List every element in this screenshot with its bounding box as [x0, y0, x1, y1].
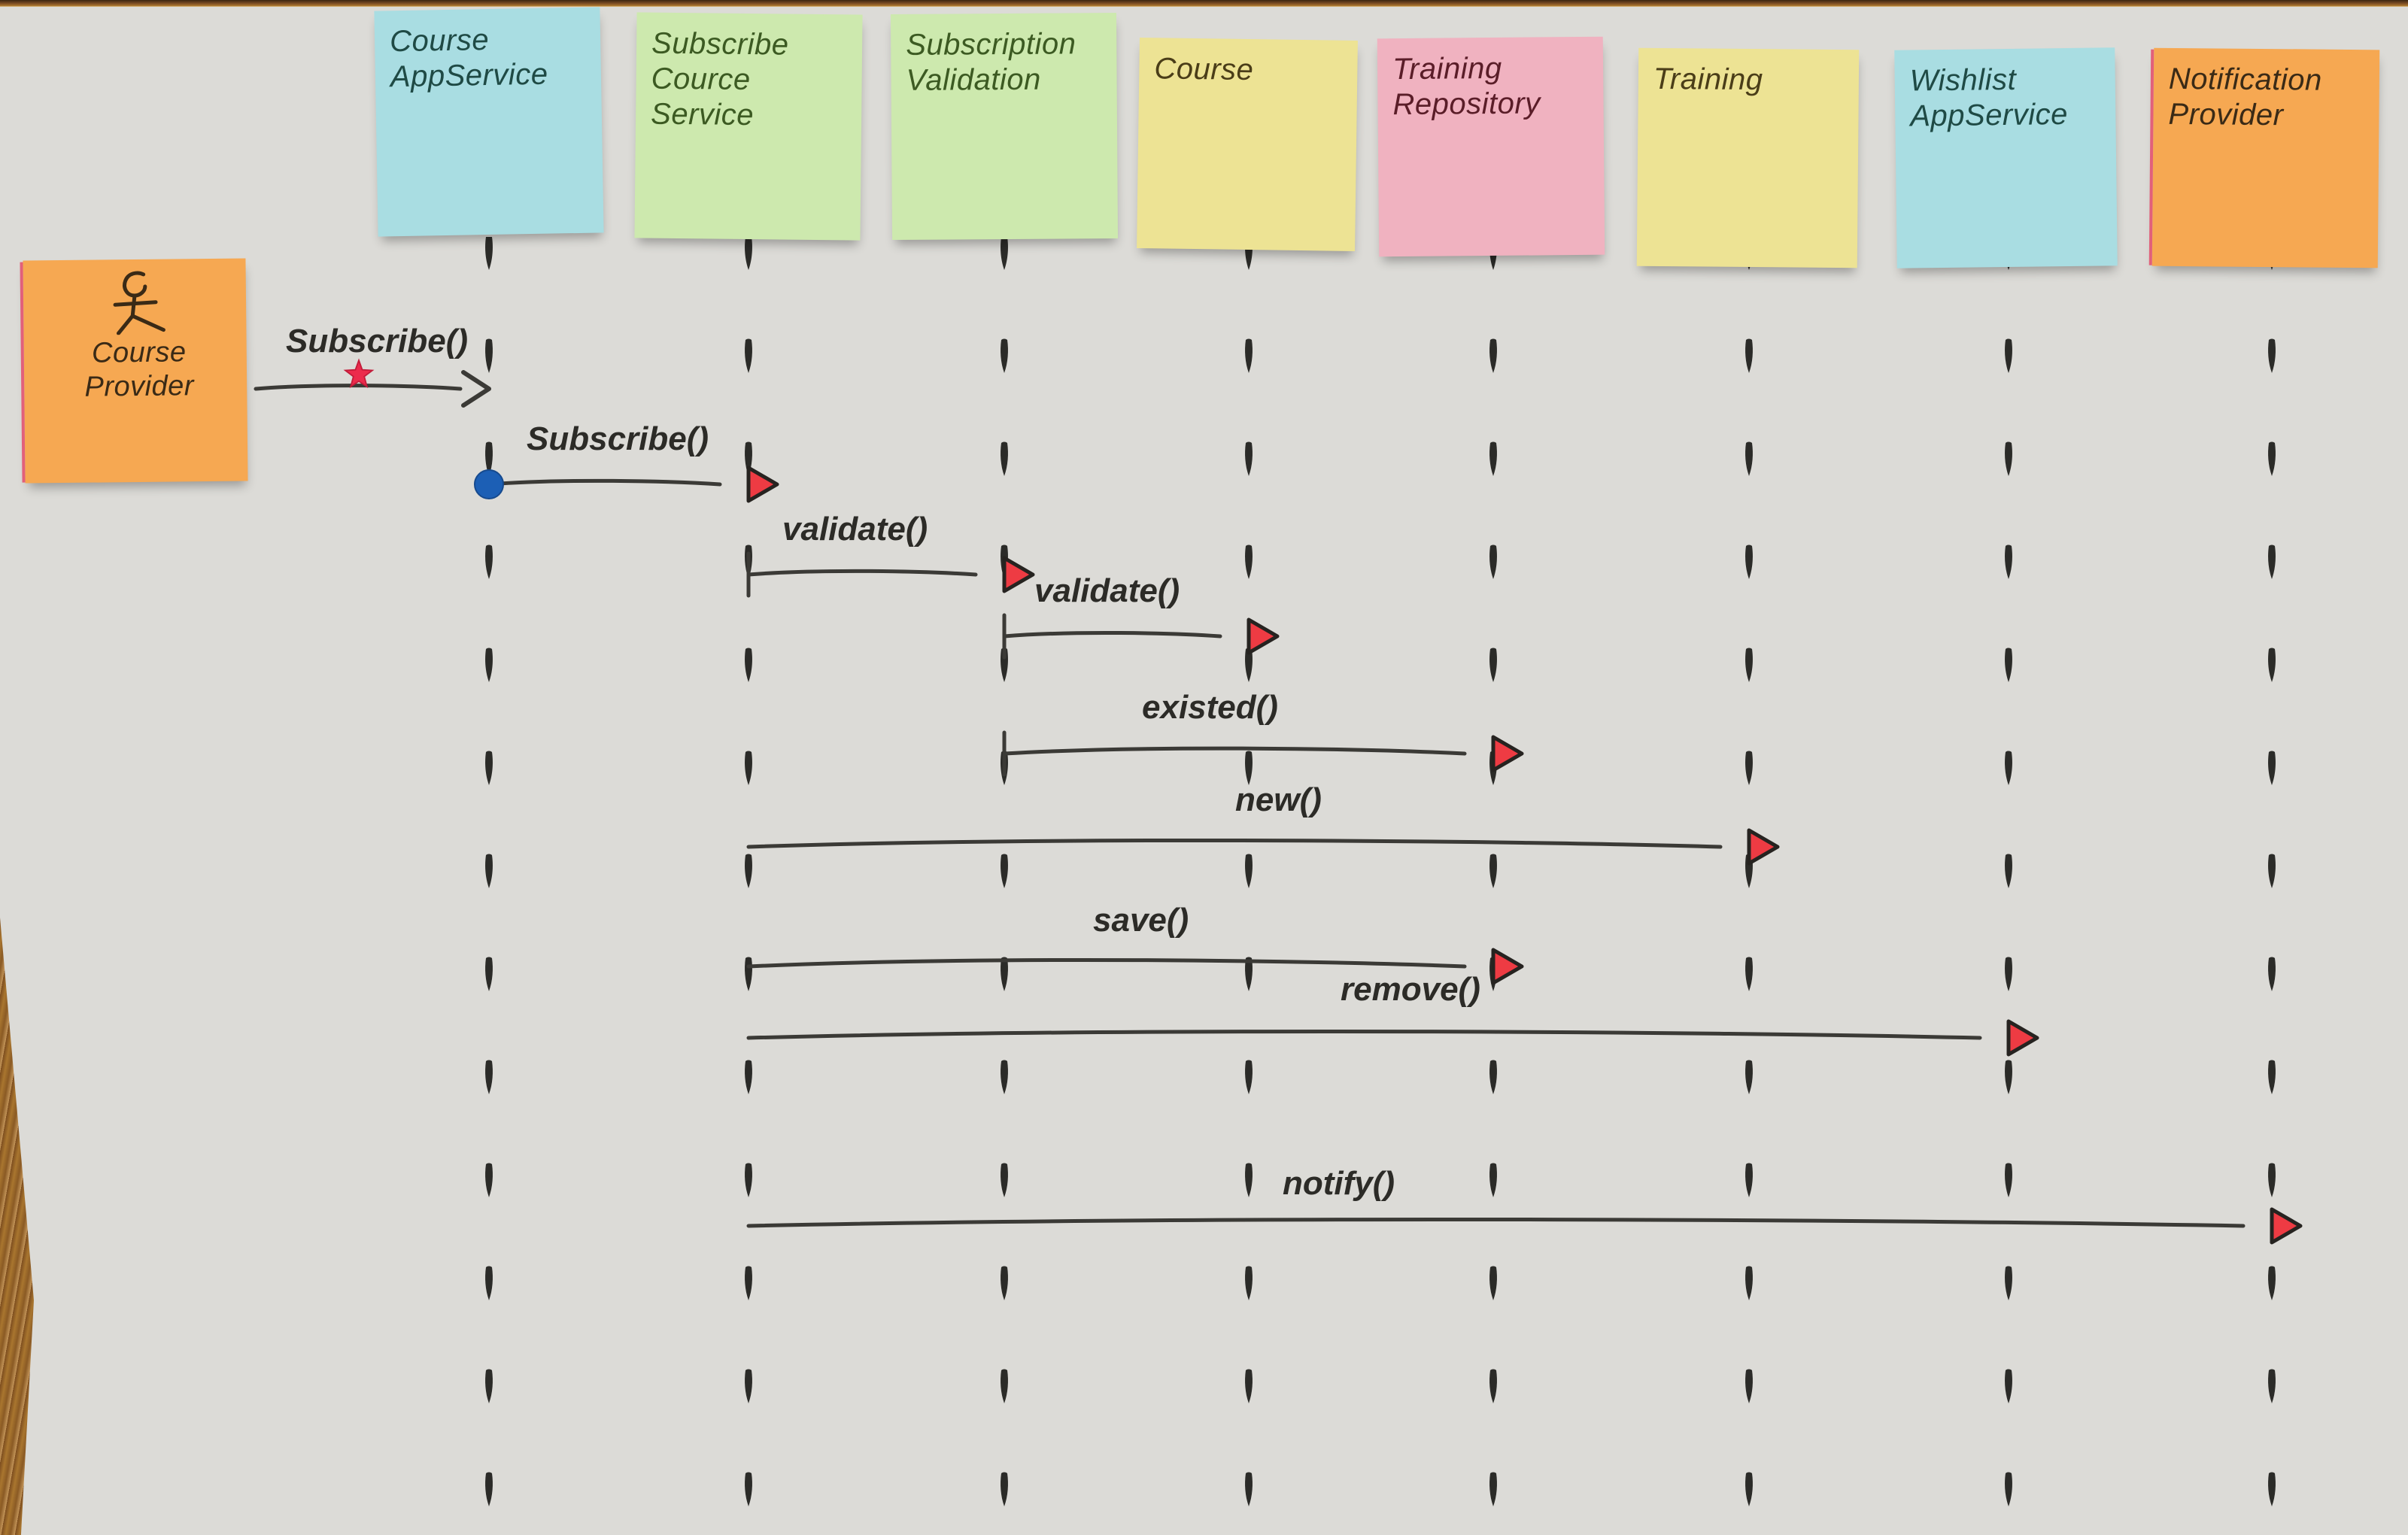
svg-text:Subscribe(): Subscribe() — [286, 323, 468, 359]
svg-text:remove(): remove() — [1341, 971, 1480, 1008]
svg-text:notify(): notify() — [1283, 1165, 1395, 1202]
svg-text:existed(): existed() — [1142, 689, 1278, 726]
svg-text:save(): save() — [1093, 902, 1189, 939]
svg-text:Subscribe(): Subscribe() — [527, 420, 709, 457]
svg-text:validate(): validate() — [1034, 572, 1180, 609]
svg-text:new(): new() — [1235, 781, 1322, 818]
svg-text:validate(): validate() — [782, 511, 928, 548]
